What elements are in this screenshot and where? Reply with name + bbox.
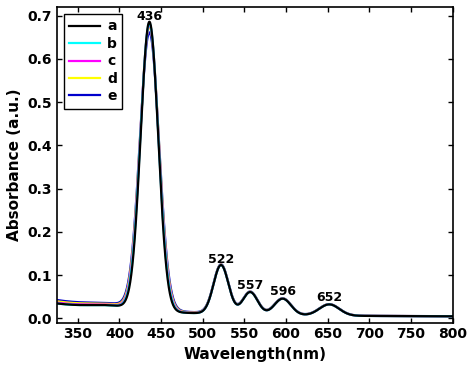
a — [442, 314, 448, 318]
e — [442, 314, 448, 318]
Line: b: b — [57, 24, 453, 316]
c — [146, 23, 152, 27]
d — [123, 293, 128, 297]
Text: 652: 652 — [316, 291, 342, 304]
c — [223, 272, 229, 276]
a — [99, 303, 105, 307]
a — [206, 299, 212, 303]
d — [223, 272, 229, 276]
a — [123, 298, 128, 302]
c — [99, 302, 105, 307]
d — [146, 24, 152, 29]
b — [146, 21, 152, 26]
c — [123, 295, 128, 299]
c — [442, 314, 448, 318]
d — [450, 314, 456, 318]
b — [442, 314, 448, 318]
Y-axis label: Absorbance (a.u.): Absorbance (a.u.) — [7, 89, 22, 241]
Text: 596: 596 — [270, 285, 296, 299]
e — [450, 314, 456, 318]
c — [206, 298, 212, 303]
X-axis label: Wavelength(nm): Wavelength(nm) — [183, 347, 326, 362]
c — [450, 314, 456, 318]
d — [400, 314, 405, 318]
b — [206, 299, 212, 303]
a — [400, 314, 405, 318]
e — [400, 314, 405, 318]
e — [123, 291, 128, 295]
d — [206, 298, 212, 303]
a — [450, 314, 456, 318]
a — [223, 272, 229, 277]
b — [54, 301, 60, 306]
c — [54, 300, 60, 305]
Text: 436: 436 — [137, 10, 163, 23]
e — [54, 298, 60, 302]
Line: c: c — [57, 25, 453, 316]
b — [99, 303, 105, 307]
c — [400, 314, 405, 318]
e — [99, 301, 105, 305]
Line: e: e — [57, 32, 453, 316]
Text: 522: 522 — [208, 253, 234, 266]
Line: d: d — [57, 27, 453, 316]
Line: a: a — [57, 22, 453, 316]
b — [450, 314, 456, 318]
a — [146, 20, 152, 24]
b — [223, 272, 229, 277]
d — [442, 314, 448, 318]
d — [99, 301, 105, 306]
d — [54, 299, 60, 304]
e — [223, 272, 229, 276]
b — [123, 296, 128, 301]
e — [146, 30, 152, 35]
Legend: a, b, c, d, e: a, b, c, d, e — [64, 14, 122, 109]
b — [400, 314, 405, 318]
a — [54, 301, 60, 306]
e — [206, 298, 212, 302]
Text: 557: 557 — [237, 279, 264, 292]
